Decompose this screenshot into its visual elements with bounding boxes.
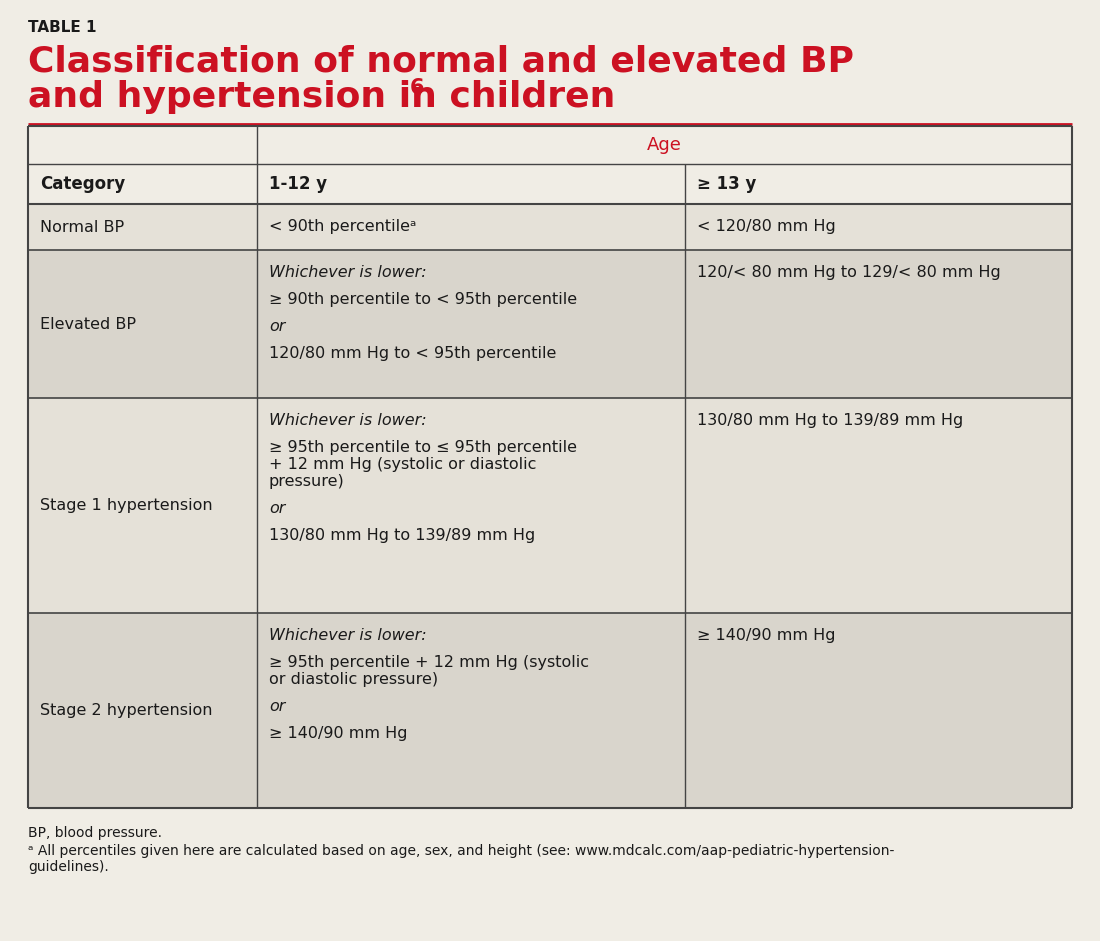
Text: or: or xyxy=(270,699,285,714)
Text: ≥ 90th percentile to < 95th percentile: ≥ 90th percentile to < 95th percentile xyxy=(270,292,578,307)
Bar xyxy=(28,250,1072,398)
Text: or: or xyxy=(270,319,285,334)
Text: 120/< 80 mm Hg to 129/< 80 mm Hg: 120/< 80 mm Hg to 129/< 80 mm Hg xyxy=(697,265,1001,280)
Text: Classification of normal and elevated BP: Classification of normal and elevated BP xyxy=(28,44,854,78)
Bar xyxy=(28,398,1072,613)
Text: TABLE 1: TABLE 1 xyxy=(28,20,97,35)
Text: and hypertension in children: and hypertension in children xyxy=(28,80,615,114)
Text: BP, blood pressure.: BP, blood pressure. xyxy=(28,826,162,840)
Bar xyxy=(28,613,1072,808)
Text: Age: Age xyxy=(647,136,682,154)
Text: Whichever is lower:: Whichever is lower: xyxy=(270,628,427,643)
Text: ≥ 140/90 mm Hg: ≥ 140/90 mm Hg xyxy=(697,628,836,643)
Text: Whichever is lower:: Whichever is lower: xyxy=(270,265,427,280)
Text: 6: 6 xyxy=(410,78,425,98)
Text: ᵃ All percentiles given here are calculated based on age, sex, and height (see: : ᵃ All percentiles given here are calcula… xyxy=(28,844,894,874)
Text: ≥ 95th percentile to ≤ 95th percentile: ≥ 95th percentile to ≤ 95th percentile xyxy=(270,440,578,455)
Text: or diastolic pressure): or diastolic pressure) xyxy=(270,672,438,687)
Text: 1-12 y: 1-12 y xyxy=(270,175,327,193)
Text: 130/80 mm Hg to 139/89 mm Hg: 130/80 mm Hg to 139/89 mm Hg xyxy=(270,528,536,543)
Text: Whichever is lower:: Whichever is lower: xyxy=(270,413,427,428)
Bar xyxy=(28,126,1072,204)
Text: < 120/80 mm Hg: < 120/80 mm Hg xyxy=(697,219,836,234)
Text: Stage 1 hypertension: Stage 1 hypertension xyxy=(40,498,212,513)
Text: Category: Category xyxy=(40,175,125,193)
Text: + 12 mm Hg (systolic or diastolic: + 12 mm Hg (systolic or diastolic xyxy=(270,457,537,472)
Text: pressure): pressure) xyxy=(270,474,344,489)
Text: Elevated BP: Elevated BP xyxy=(40,316,136,331)
Text: Normal BP: Normal BP xyxy=(40,219,124,234)
Text: 130/80 mm Hg to 139/89 mm Hg: 130/80 mm Hg to 139/89 mm Hg xyxy=(697,413,964,428)
Bar xyxy=(28,204,1072,250)
Text: < 90th percentileᵃ: < 90th percentileᵃ xyxy=(270,219,417,234)
Text: ≥ 13 y: ≥ 13 y xyxy=(697,175,757,193)
Text: or: or xyxy=(270,501,285,516)
Text: ≥ 140/90 mm Hg: ≥ 140/90 mm Hg xyxy=(270,726,407,741)
Text: 120/80 mm Hg to < 95th percentile: 120/80 mm Hg to < 95th percentile xyxy=(270,346,557,361)
Text: ≥ 95th percentile + 12 mm Hg (systolic: ≥ 95th percentile + 12 mm Hg (systolic xyxy=(270,655,588,670)
Text: Stage 2 hypertension: Stage 2 hypertension xyxy=(40,703,212,718)
